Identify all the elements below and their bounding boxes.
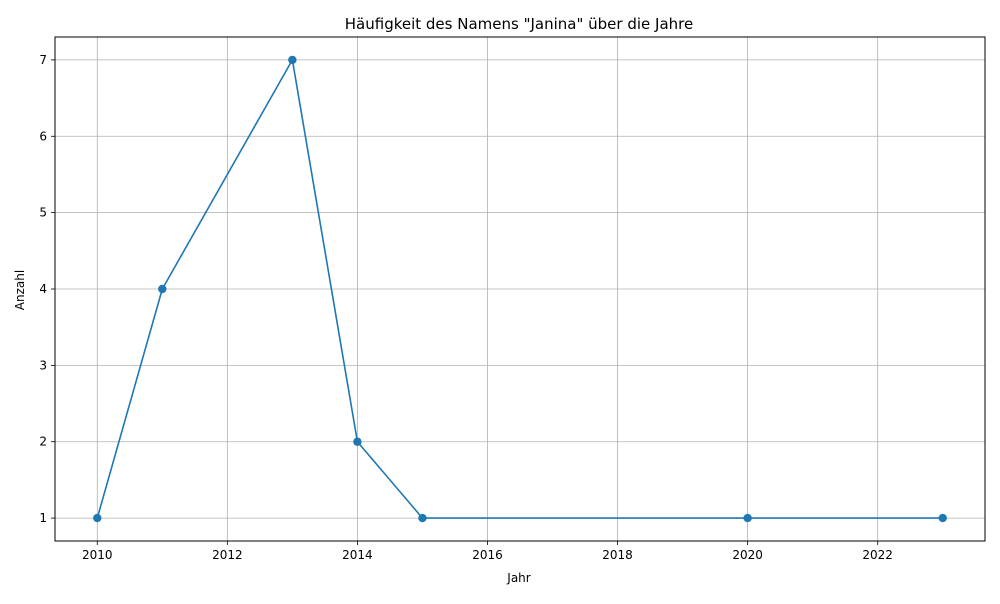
x-tick-label: 2020 bbox=[732, 548, 763, 562]
x-tick-label: 2012 bbox=[212, 548, 243, 562]
y-tick-label: 2 bbox=[39, 435, 47, 449]
data-point bbox=[353, 437, 362, 446]
x-tick-label: 2010 bbox=[82, 548, 113, 562]
y-tick-label: 7 bbox=[39, 53, 47, 67]
x-tick-label: 2018 bbox=[602, 548, 633, 562]
y-tick-label: 4 bbox=[39, 282, 47, 296]
y-tick-label: 3 bbox=[39, 358, 47, 372]
x-axis-label: Jahr bbox=[506, 571, 530, 585]
y-tick-label: 5 bbox=[39, 206, 47, 220]
y-axis-label: Anzahl bbox=[13, 270, 27, 310]
data-point bbox=[418, 513, 427, 523]
x-tick-label: 2016 bbox=[472, 548, 503, 562]
plot-frame bbox=[54, 36, 986, 542]
data-point bbox=[938, 513, 947, 523]
data-series bbox=[93, 55, 947, 523]
axis-ticks: 2010 2012 2014 2016 2018 2020 2022 1 2 3 4 5 6 7 bbox=[39, 53, 893, 562]
chart-title: Häufigkeit des Namens "Janina" über die … bbox=[345, 15, 693, 33]
data-point bbox=[93, 513, 102, 523]
data-point bbox=[158, 284, 167, 294]
data-point bbox=[743, 513, 752, 523]
y-tick-label: 6 bbox=[39, 129, 47, 143]
grid bbox=[55, 37, 985, 541]
x-tick-label: 2022 bbox=[862, 548, 893, 562]
y-tick-label: 1 bbox=[39, 511, 47, 525]
data-point bbox=[288, 55, 297, 65]
x-tick-label: 2014 bbox=[342, 548, 373, 562]
